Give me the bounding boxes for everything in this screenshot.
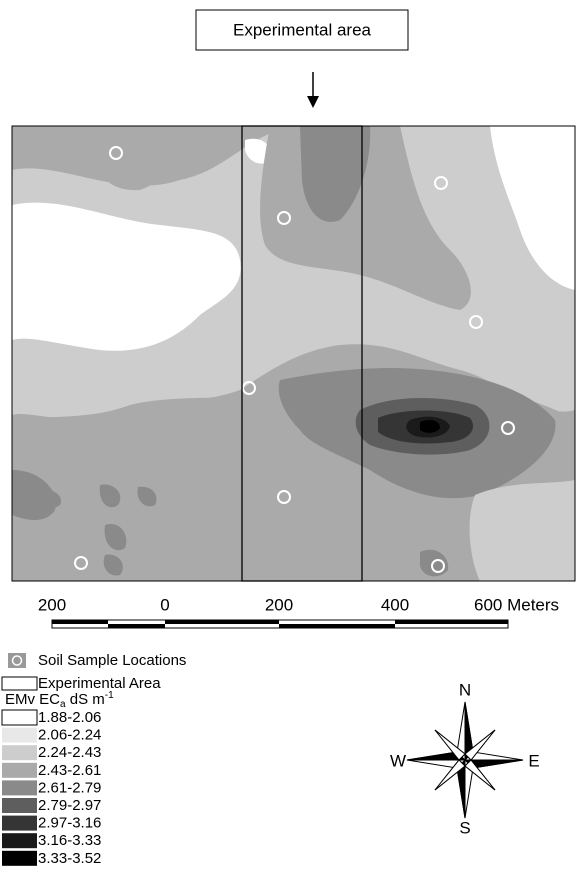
legend-swatch <box>2 745 37 761</box>
scale-label: 400 <box>381 595 409 614</box>
legend-swatch <box>1 709 38 726</box>
title-box <box>195 9 409 51</box>
legend-class-label: 2.79-2.97 <box>38 797 101 814</box>
map-zone <box>420 420 440 433</box>
map-zone <box>103 554 123 576</box>
legend-sample-swatch <box>8 653 26 668</box>
map-zone <box>104 524 127 551</box>
compass-west: W <box>390 751 406 770</box>
scale-label: 200 <box>265 595 293 614</box>
compass-south: S <box>459 818 470 837</box>
legend-title-sup: -1 <box>105 690 114 701</box>
scale-label: 200 <box>38 595 66 614</box>
legend-swatch <box>2 850 37 866</box>
legend-swatch <box>2 815 37 831</box>
sample-locations <box>74 146 515 573</box>
map-zone <box>490 126 575 290</box>
sample-point <box>277 490 291 504</box>
scale-label: 600 Meters <box>474 595 559 614</box>
map-zone <box>137 486 157 507</box>
scale-label: 0 <box>160 595 169 614</box>
legend-class-label: 1.88-2.06 <box>38 709 101 726</box>
legend-class-label: 3.33-3.52 <box>38 850 101 867</box>
legend-sample-symbol <box>11 655 23 666</box>
legend-class-label: 2.24-2.43 <box>38 744 101 761</box>
sample-point <box>109 146 123 160</box>
sample-point <box>431 559 445 573</box>
map-zone <box>95 126 177 191</box>
compass-rose <box>406 701 524 819</box>
sample-point <box>501 421 515 435</box>
sample-point <box>242 381 256 395</box>
sample-point <box>277 211 291 225</box>
legend-class-label: 2.06-2.24 <box>38 727 101 744</box>
legend-class-label: 2.61-2.79 <box>38 779 101 796</box>
map-regions <box>12 126 575 581</box>
legend-class-label: 3.16-3.33 <box>38 832 101 849</box>
arrow-head <box>307 96 319 108</box>
legend-swatch <box>2 762 37 778</box>
legend-swatch <box>2 780 37 796</box>
legend-class-label: 2.43-2.61 <box>38 762 101 779</box>
legend-swatch <box>2 833 37 849</box>
legend-area-swatch <box>1 676 38 691</box>
map-zone <box>99 484 121 508</box>
legend-classes: 1.88-2.062.06-2.242.24-2.432.43-2.612.61… <box>1 709 101 867</box>
sample-point <box>469 315 483 329</box>
legend-class-label: 2.97-3.16 <box>38 815 101 832</box>
legend-swatch <box>2 727 37 743</box>
legend-label: Experimental Area <box>38 675 161 692</box>
map-zone <box>30 488 61 509</box>
sample-point <box>434 176 448 190</box>
legend-swatch <box>2 798 37 813</box>
map-zone <box>469 480 575 581</box>
title: Experimental area <box>233 20 372 39</box>
map-zone <box>12 126 575 419</box>
map-zone <box>300 126 371 222</box>
legend-title: EMv ECa dS m-1 <box>5 690 114 710</box>
sample-point <box>74 556 88 570</box>
map-zone <box>12 202 241 351</box>
scale-bar <box>51 619 509 629</box>
experimental-area-box <box>241 125 363 582</box>
compass-east: E <box>528 751 539 770</box>
legend-title-text: EMv EC <box>5 691 60 708</box>
compass-north: N <box>459 680 471 699</box>
legend-title-unit: dS m <box>66 691 105 708</box>
legend-label: Soil Sample Locations <box>38 652 186 669</box>
map-zone <box>245 138 271 164</box>
map-zone <box>420 549 449 577</box>
legend-title-sub: a <box>60 699 66 710</box>
